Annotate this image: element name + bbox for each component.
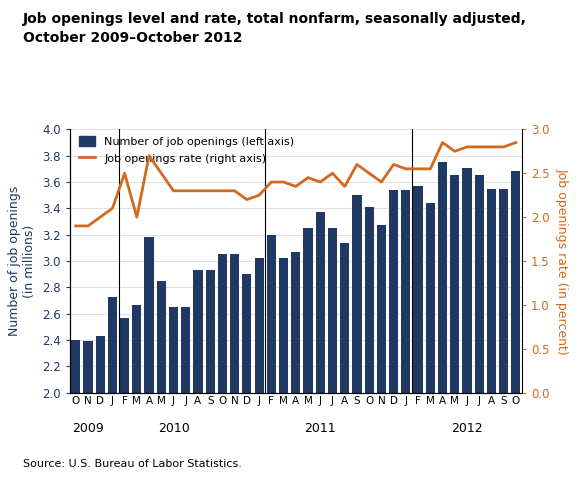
Text: 2012: 2012	[451, 422, 483, 435]
Bar	[84, 342, 93, 479]
Bar	[353, 195, 361, 479]
Bar	[193, 270, 202, 479]
Bar	[303, 228, 313, 479]
Bar	[181, 307, 190, 479]
Bar	[71, 340, 80, 479]
Text: 2010: 2010	[158, 422, 190, 435]
Bar	[474, 175, 484, 479]
Bar	[96, 336, 105, 479]
Bar	[328, 228, 337, 479]
Bar	[218, 254, 227, 479]
Legend: Number of job openings (left axis), Job openings rate (right axis): Number of job openings (left axis), Job …	[74, 132, 299, 168]
Bar	[426, 203, 435, 479]
Y-axis label: Job openings rate (in percent): Job openings rate (in percent)	[556, 168, 569, 354]
Bar	[462, 168, 472, 479]
Text: October 2009–October 2012: October 2009–October 2012	[23, 31, 242, 45]
Bar	[120, 318, 129, 479]
Bar	[499, 189, 508, 479]
Bar	[157, 281, 166, 479]
Bar	[267, 235, 276, 479]
Bar	[401, 190, 411, 479]
Text: Job openings level and rate, total nonfarm, seasonally adjusted,: Job openings level and rate, total nonfa…	[23, 12, 527, 26]
Bar	[169, 307, 178, 479]
Bar	[230, 254, 239, 479]
Bar	[255, 259, 264, 479]
Text: 2011: 2011	[304, 422, 336, 435]
Bar	[450, 175, 459, 479]
Bar	[291, 252, 300, 479]
Bar	[377, 226, 386, 479]
Bar	[512, 171, 520, 479]
Bar	[487, 189, 496, 479]
Y-axis label: Number of job openings
(in millions): Number of job openings (in millions)	[8, 186, 37, 336]
Bar	[108, 297, 117, 479]
Bar	[279, 259, 288, 479]
Text: 2009: 2009	[72, 422, 104, 435]
Bar	[365, 207, 374, 479]
Bar	[340, 242, 349, 479]
Bar	[389, 190, 398, 479]
Bar	[144, 237, 154, 479]
Text: Source: U.S. Bureau of Labor Statistics.: Source: U.S. Bureau of Labor Statistics.	[23, 459, 242, 469]
Bar	[242, 274, 252, 479]
Bar	[132, 305, 142, 479]
Bar	[206, 270, 215, 479]
Bar	[438, 162, 447, 479]
Bar	[316, 212, 325, 479]
Bar	[414, 186, 423, 479]
